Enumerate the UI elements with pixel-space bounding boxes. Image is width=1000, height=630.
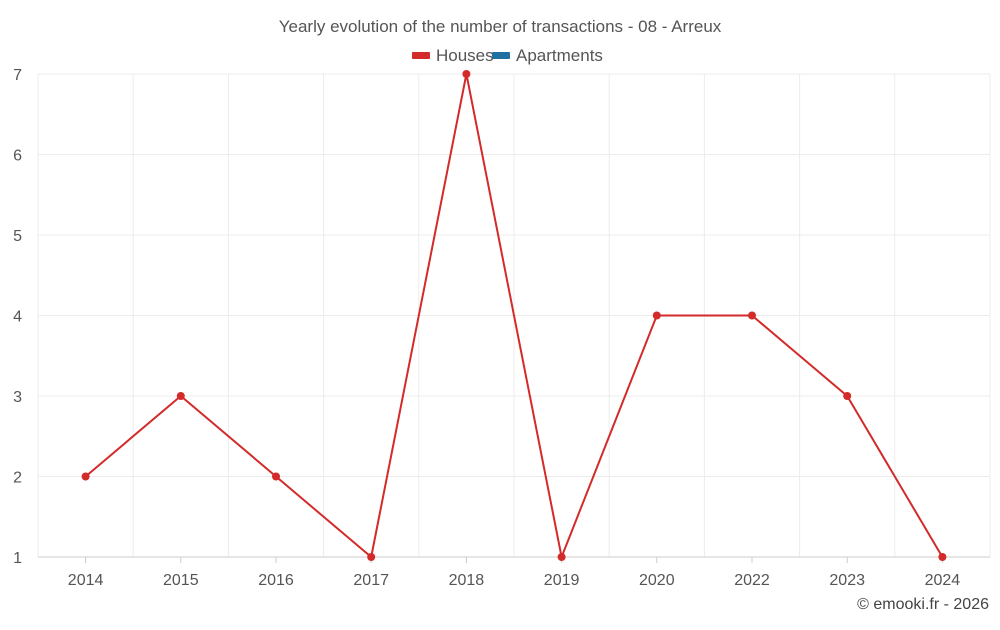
x-tick-label: 2019: [544, 572, 580, 589]
y-tick-label: 2: [13, 470, 22, 487]
x-tick-label: 2017: [353, 572, 389, 589]
legend-label-apartments[interactable]: Apartments: [516, 46, 603, 65]
chart-title: Yearly evolution of the number of transa…: [279, 17, 722, 36]
data-point[interactable]: [843, 392, 852, 400]
series-layer: [81, 70, 947, 561]
axes: 1 2 3 4 5 6 7 2014 2015 2016 2017 2018 2019 2020 2022 2…: [13, 67, 990, 589]
credit-text: © emooki.fr - 2026: [857, 596, 989, 613]
data-point[interactable]: [557, 553, 566, 561]
x-tick-label: 2018: [449, 572, 485, 589]
data-point[interactable]: [367, 553, 376, 561]
legend-swatch-apartments[interactable]: [492, 52, 510, 59]
data-point[interactable]: [652, 311, 661, 320]
x-tick-label: 2015: [163, 572, 199, 589]
data-point[interactable]: [938, 553, 947, 561]
legend-label-houses[interactable]: Houses: [436, 46, 494, 65]
x-tick-label: 2020: [639, 572, 675, 589]
x-tick-label: 2022: [734, 572, 770, 589]
y-tick-label: 3: [13, 389, 22, 406]
y-tick-label: 6: [13, 148, 22, 165]
data-point[interactable]: [81, 472, 90, 481]
series-line-houses: [84, 73, 944, 558]
x-tick-label: 2024: [925, 572, 961, 589]
x-tick-label: 2023: [829, 572, 865, 589]
x-tick-label: 2016: [258, 572, 294, 589]
legend-swatch-houses[interactable]: [412, 52, 430, 59]
y-tick-label: 1: [13, 550, 22, 567]
x-tick-label: 2014: [68, 572, 104, 589]
y-tick-label: 4: [13, 309, 22, 326]
y-tick-label: 7: [13, 67, 22, 84]
data-point[interactable]: [462, 70, 471, 78]
y-tick-label: 5: [13, 228, 22, 245]
data-point[interactable]: [748, 311, 756, 320]
legend[interactable]: Houses Apartments: [412, 46, 603, 65]
data-point[interactable]: [272, 472, 280, 481]
data-point[interactable]: [176, 392, 185, 400]
